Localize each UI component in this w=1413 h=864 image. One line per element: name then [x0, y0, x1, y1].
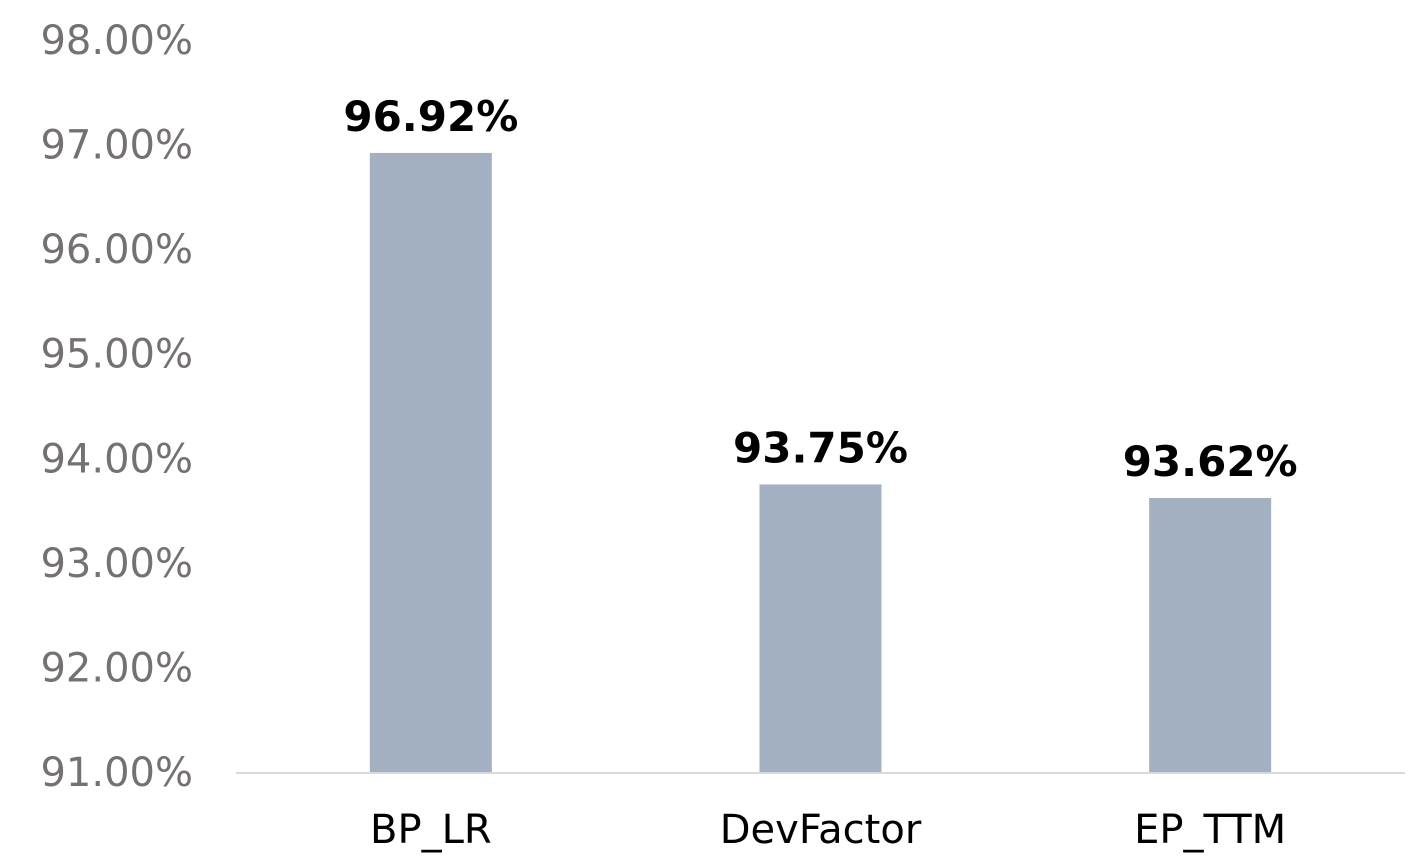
- bar-ep-ttm: [1149, 498, 1272, 772]
- data-labels: 96.92% 93.75% 93.62%: [343, 92, 1297, 486]
- y-tick-label: 94.00%: [40, 436, 193, 482]
- x-category-label: EP_TTM: [1134, 807, 1286, 853]
- y-tick-label: 91.00%: [40, 750, 193, 796]
- data-label: 93.62%: [1123, 437, 1298, 486]
- x-category-label: BP_LR: [370, 807, 492, 853]
- y-tick-label: 95.00%: [40, 332, 193, 378]
- y-tick-label: 97.00%: [40, 123, 193, 169]
- bar-bp-lr: [369, 152, 492, 773]
- bars: [369, 152, 1272, 773]
- y-tick-label: 96.00%: [40, 227, 193, 273]
- data-label: 96.92%: [343, 92, 518, 141]
- x-category-label: DevFactor: [720, 807, 922, 853]
- x-axis-category-labels: BP_LR DevFactor EP_TTM: [370, 807, 1286, 853]
- y-tick-label: 92.00%: [40, 645, 193, 691]
- y-tick-label: 93.00%: [40, 541, 193, 587]
- bar-devfactor: [759, 484, 882, 772]
- y-axis-tick-labels: 91.00% 92.00% 93.00% 94.00% 95.00% 96.00% 97.0…: [40, 18, 193, 796]
- data-label: 93.75%: [733, 423, 908, 472]
- y-tick-label: 98.00%: [40, 18, 193, 64]
